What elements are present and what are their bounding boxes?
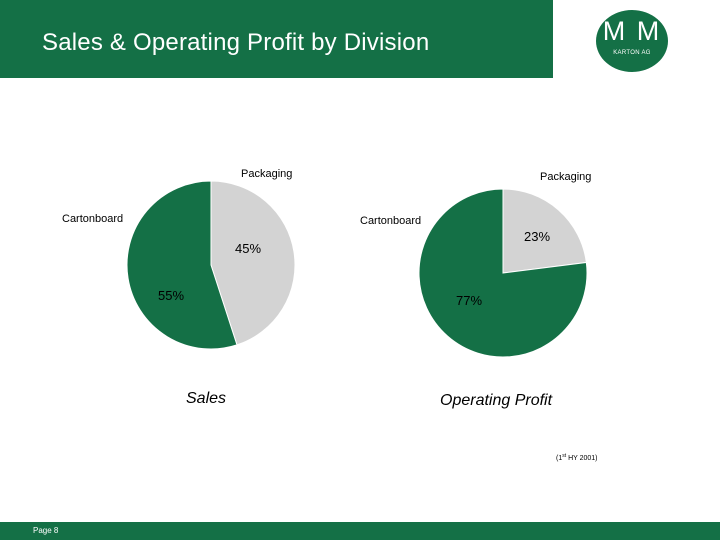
- pie-slice-packaging: [502, 188, 587, 274]
- op-cartonboard-value: 77%: [456, 293, 482, 308]
- sales-packaging-label: Packaging: [241, 168, 292, 180]
- sales-cartonboard-label: Cartonboard: [62, 213, 123, 225]
- sales-packaging-value: 45%: [235, 241, 261, 256]
- pie-slice-cartonboard: [126, 180, 238, 350]
- slide-title: Sales & Operating Profit by Division: [42, 29, 430, 56]
- op-packaging-value: 23%: [524, 229, 550, 244]
- pie-slice-packaging: [210, 180, 296, 346]
- period-note: (1st HY 2001): [556, 453, 598, 462]
- title-bar: [0, 0, 553, 78]
- company-logo: [596, 10, 668, 72]
- op-cartonboard-label: Cartonboard: [360, 215, 421, 227]
- op-chart-title: Operating Profit: [440, 392, 553, 409]
- page-number: Page 8: [33, 526, 59, 535]
- footer-bar: [0, 522, 720, 540]
- sales-chart-title: Sales: [186, 390, 226, 407]
- sales-pie-chart: Packaging Cartonboard 45% 55% Sales: [62, 168, 296, 407]
- op-packaging-label: Packaging: [540, 171, 591, 183]
- pie-slice-cartonboard: [418, 188, 588, 358]
- logo-subtitle: KARTON AG: [613, 50, 651, 56]
- logo-mark: M M: [602, 16, 662, 46]
- operating-profit-pie-chart: Packaging Cartonboard 23% 77% Operating …: [360, 171, 591, 409]
- sales-slices: [126, 180, 296, 350]
- operating-profit-slices: [418, 188, 588, 358]
- sales-cartonboard-value: 55%: [158, 288, 184, 303]
